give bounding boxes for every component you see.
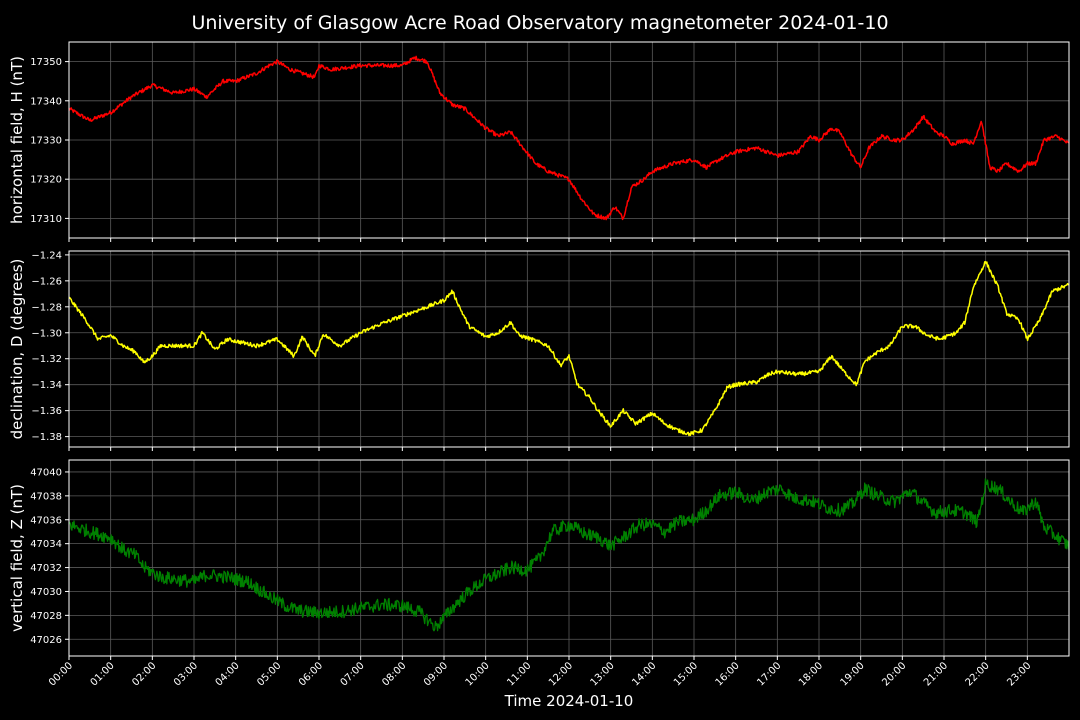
series-line-1 (68, 55, 1070, 221)
y-tick-label: 17340 (30, 96, 62, 107)
y-tick-label: −1.30 (31, 328, 62, 339)
y-tick-label: 47034 (30, 539, 62, 550)
y-tick-label: 47032 (30, 563, 62, 574)
y-tick-label: −1.24 (31, 250, 62, 261)
y-tick-label: 47036 (30, 515, 62, 526)
x-axis-label: Time 2024-01-10 (504, 692, 634, 710)
series-line-3 (68, 478, 1070, 632)
y-tick-label: 17310 (30, 214, 62, 225)
panel-frame (68, 41, 1070, 239)
y-axis-label: vertical field, Z (nT) (8, 484, 26, 632)
y-tick-label: −1.36 (31, 406, 62, 417)
y-axis-label: horizontal field, H (nT) (8, 56, 26, 224)
panel-frame (68, 459, 1070, 657)
y-tick-label: 47028 (30, 611, 62, 622)
y-tick-label: 17350 (30, 57, 62, 68)
y-tick-label: 17320 (30, 175, 62, 186)
y-tick-label: −1.32 (31, 354, 62, 365)
y-tick-label: −1.26 (31, 276, 62, 287)
y-tick-label: −1.34 (31, 380, 62, 391)
y-axis-label: declination, D (degrees) (8, 259, 26, 440)
y-tick-label: 47030 (30, 587, 62, 598)
y-tick-label: 47038 (30, 491, 62, 502)
y-tick-label: −1.38 (31, 432, 62, 443)
panel-frame (68, 250, 1070, 448)
chart-title: University of Glasgow Acre Road Observat… (191, 12, 888, 34)
y-tick-label: 17330 (30, 136, 62, 147)
y-tick-label: 47040 (30, 467, 62, 478)
y-tick-label: 47026 (30, 635, 62, 646)
y-tick-label: −1.28 (31, 302, 62, 313)
series-line-2 (68, 260, 1070, 437)
